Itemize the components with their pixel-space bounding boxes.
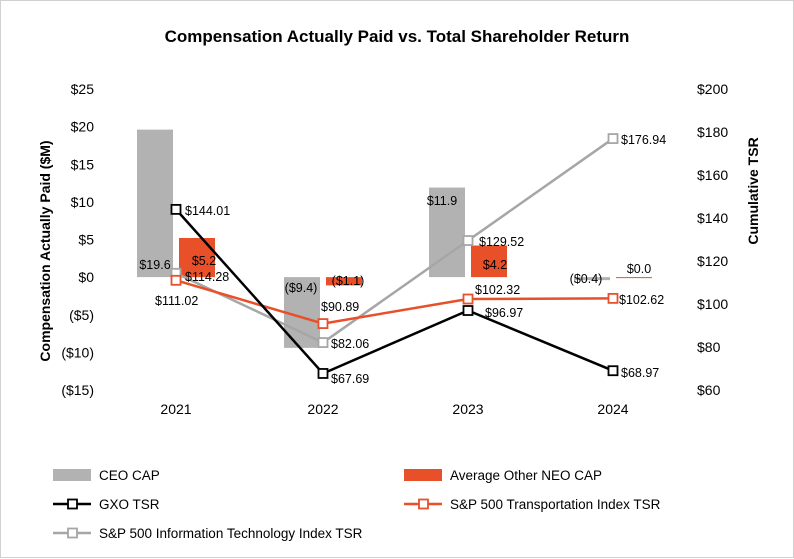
- legend-label-ceo-cap: CEO CAP: [99, 468, 160, 483]
- bar-label-neo-cap-2022: ($1.1): [332, 274, 365, 288]
- marker-gxo-tsr-2024: [607, 365, 619, 377]
- bar-neo-cap-2022: [326, 277, 362, 286]
- line-label-transport-tsr-2024: $102.62: [619, 293, 664, 307]
- legend-marker-infotech-tsr: [67, 527, 78, 539]
- line-label-transport-tsr-2021: $111.02: [155, 294, 198, 308]
- line-label-transport-tsr-2023: $102.32: [475, 283, 520, 297]
- bar-label-neo-cap-2023: $4.2: [483, 258, 507, 272]
- marker-gxo-tsr-2023: [462, 305, 474, 316]
- y-tick-label: $15: [71, 156, 95, 172]
- y-right-tick-label: $80: [697, 339, 721, 355]
- y-tick-label: $20: [71, 119, 95, 135]
- y-right-tick-label: $120: [697, 253, 728, 269]
- bar-label-ceo-cap-2022: ($9.4): [285, 281, 318, 295]
- x-tick-label: 2024: [597, 401, 628, 417]
- y-right-tick-label: $100: [697, 296, 728, 312]
- y-right-tick-label: $200: [697, 81, 728, 97]
- line-label-infotech-tsr-2022: $82.06: [331, 337, 369, 351]
- marker-gxo-tsr-2022: [317, 368, 329, 379]
- bar-ceo-cap-2021: [137, 129, 173, 278]
- bar-ceo-cap-2024: [574, 277, 610, 281]
- bar-label-neo-cap-2024: $0.0: [627, 262, 651, 276]
- line-gxo-tsr: [175, 208, 614, 375]
- y-right-tick-label: $60: [697, 382, 721, 398]
- legend-swatch-ceo-cap: [53, 469, 91, 481]
- line-label-gxo-tsr-2021: $144.01: [185, 204, 230, 218]
- marker-infotech-tsr-2024: [607, 133, 619, 144]
- bar-label-ceo-cap-2023: $11.9: [427, 194, 457, 208]
- y-tick-label: $0: [78, 269, 94, 285]
- bar-label-ceo-cap-2024: ($0.4): [570, 272, 603, 286]
- marker-transport-tsr-2022: [317, 318, 329, 329]
- line-label-infotech-tsr-2021: $114.28: [185, 270, 229, 284]
- bar-ceo-cap-2023: [429, 187, 465, 278]
- marker-transport-tsr-2023: [462, 293, 474, 305]
- y-tick-label: $10: [71, 194, 95, 210]
- y-tick-label: ($5): [69, 307, 94, 323]
- line-infotech-tsr: [175, 137, 614, 344]
- chart-title: Compensation Actually Paid vs. Total Sha…: [165, 27, 630, 46]
- legend-label-transport-tsr: S&P 500 Transportation Index TSR: [450, 497, 661, 512]
- marker-infotech-tsr-2023: [462, 235, 474, 246]
- line-transport-tsr: [175, 279, 614, 325]
- y-tick-label: ($10): [61, 344, 94, 360]
- legend-swatch-neo-cap: [404, 469, 442, 481]
- legend-label-neo-cap: Average Other NEO CAP: [450, 468, 602, 483]
- line-label-gxo-tsr-2023: $96.97: [485, 306, 523, 320]
- legend-marker-gxo-tsr: [67, 498, 78, 510]
- y-tick-label: ($15): [61, 382, 94, 398]
- x-tick-label: 2022: [307, 401, 338, 417]
- marker-infotech-tsr-2022: [317, 337, 329, 348]
- y-axis-title: Compensation Actually Paid ($M): [37, 140, 53, 361]
- marker-transport-tsr-2021: [170, 274, 182, 286]
- line-label-transport-tsr-2022: $90.89: [321, 300, 359, 314]
- y-right-tick-label: $140: [697, 210, 728, 226]
- y-axis-right-title: Cumulative TSR: [745, 137, 761, 244]
- x-tick-label: 2023: [452, 401, 483, 417]
- marker-transport-tsr-2024: [607, 292, 619, 304]
- bar-neo-cap-2024: [616, 277, 652, 279]
- line-label-gxo-tsr-2022: $67.69: [331, 372, 369, 386]
- line-label-infotech-tsr-2023: $129.52: [479, 235, 524, 249]
- line-label-infotech-tsr-2024: $176.94: [621, 133, 666, 147]
- bar-neo-cap-2023: [471, 245, 507, 278]
- y-right-tick-label: $160: [697, 167, 728, 183]
- line-label-gxo-tsr-2024: $68.97: [621, 366, 659, 380]
- bar-label-ceo-cap-2021: $19.6: [139, 258, 170, 272]
- legend-marker-transport-tsr: [418, 498, 429, 510]
- legend-label-infotech-tsr: S&P 500 Information Technology Index TSR: [99, 526, 363, 541]
- y-tick-label: $5: [78, 232, 94, 248]
- bar-label-neo-cap-2021: $5.2: [192, 254, 216, 268]
- x-tick-label: 2021: [160, 401, 191, 417]
- y-tick-label: $25: [71, 81, 95, 97]
- y-right-tick-label: $180: [697, 124, 728, 140]
- legend-label-gxo-tsr: GXO TSR: [99, 497, 160, 512]
- marker-gxo-tsr-2021: [170, 203, 182, 215]
